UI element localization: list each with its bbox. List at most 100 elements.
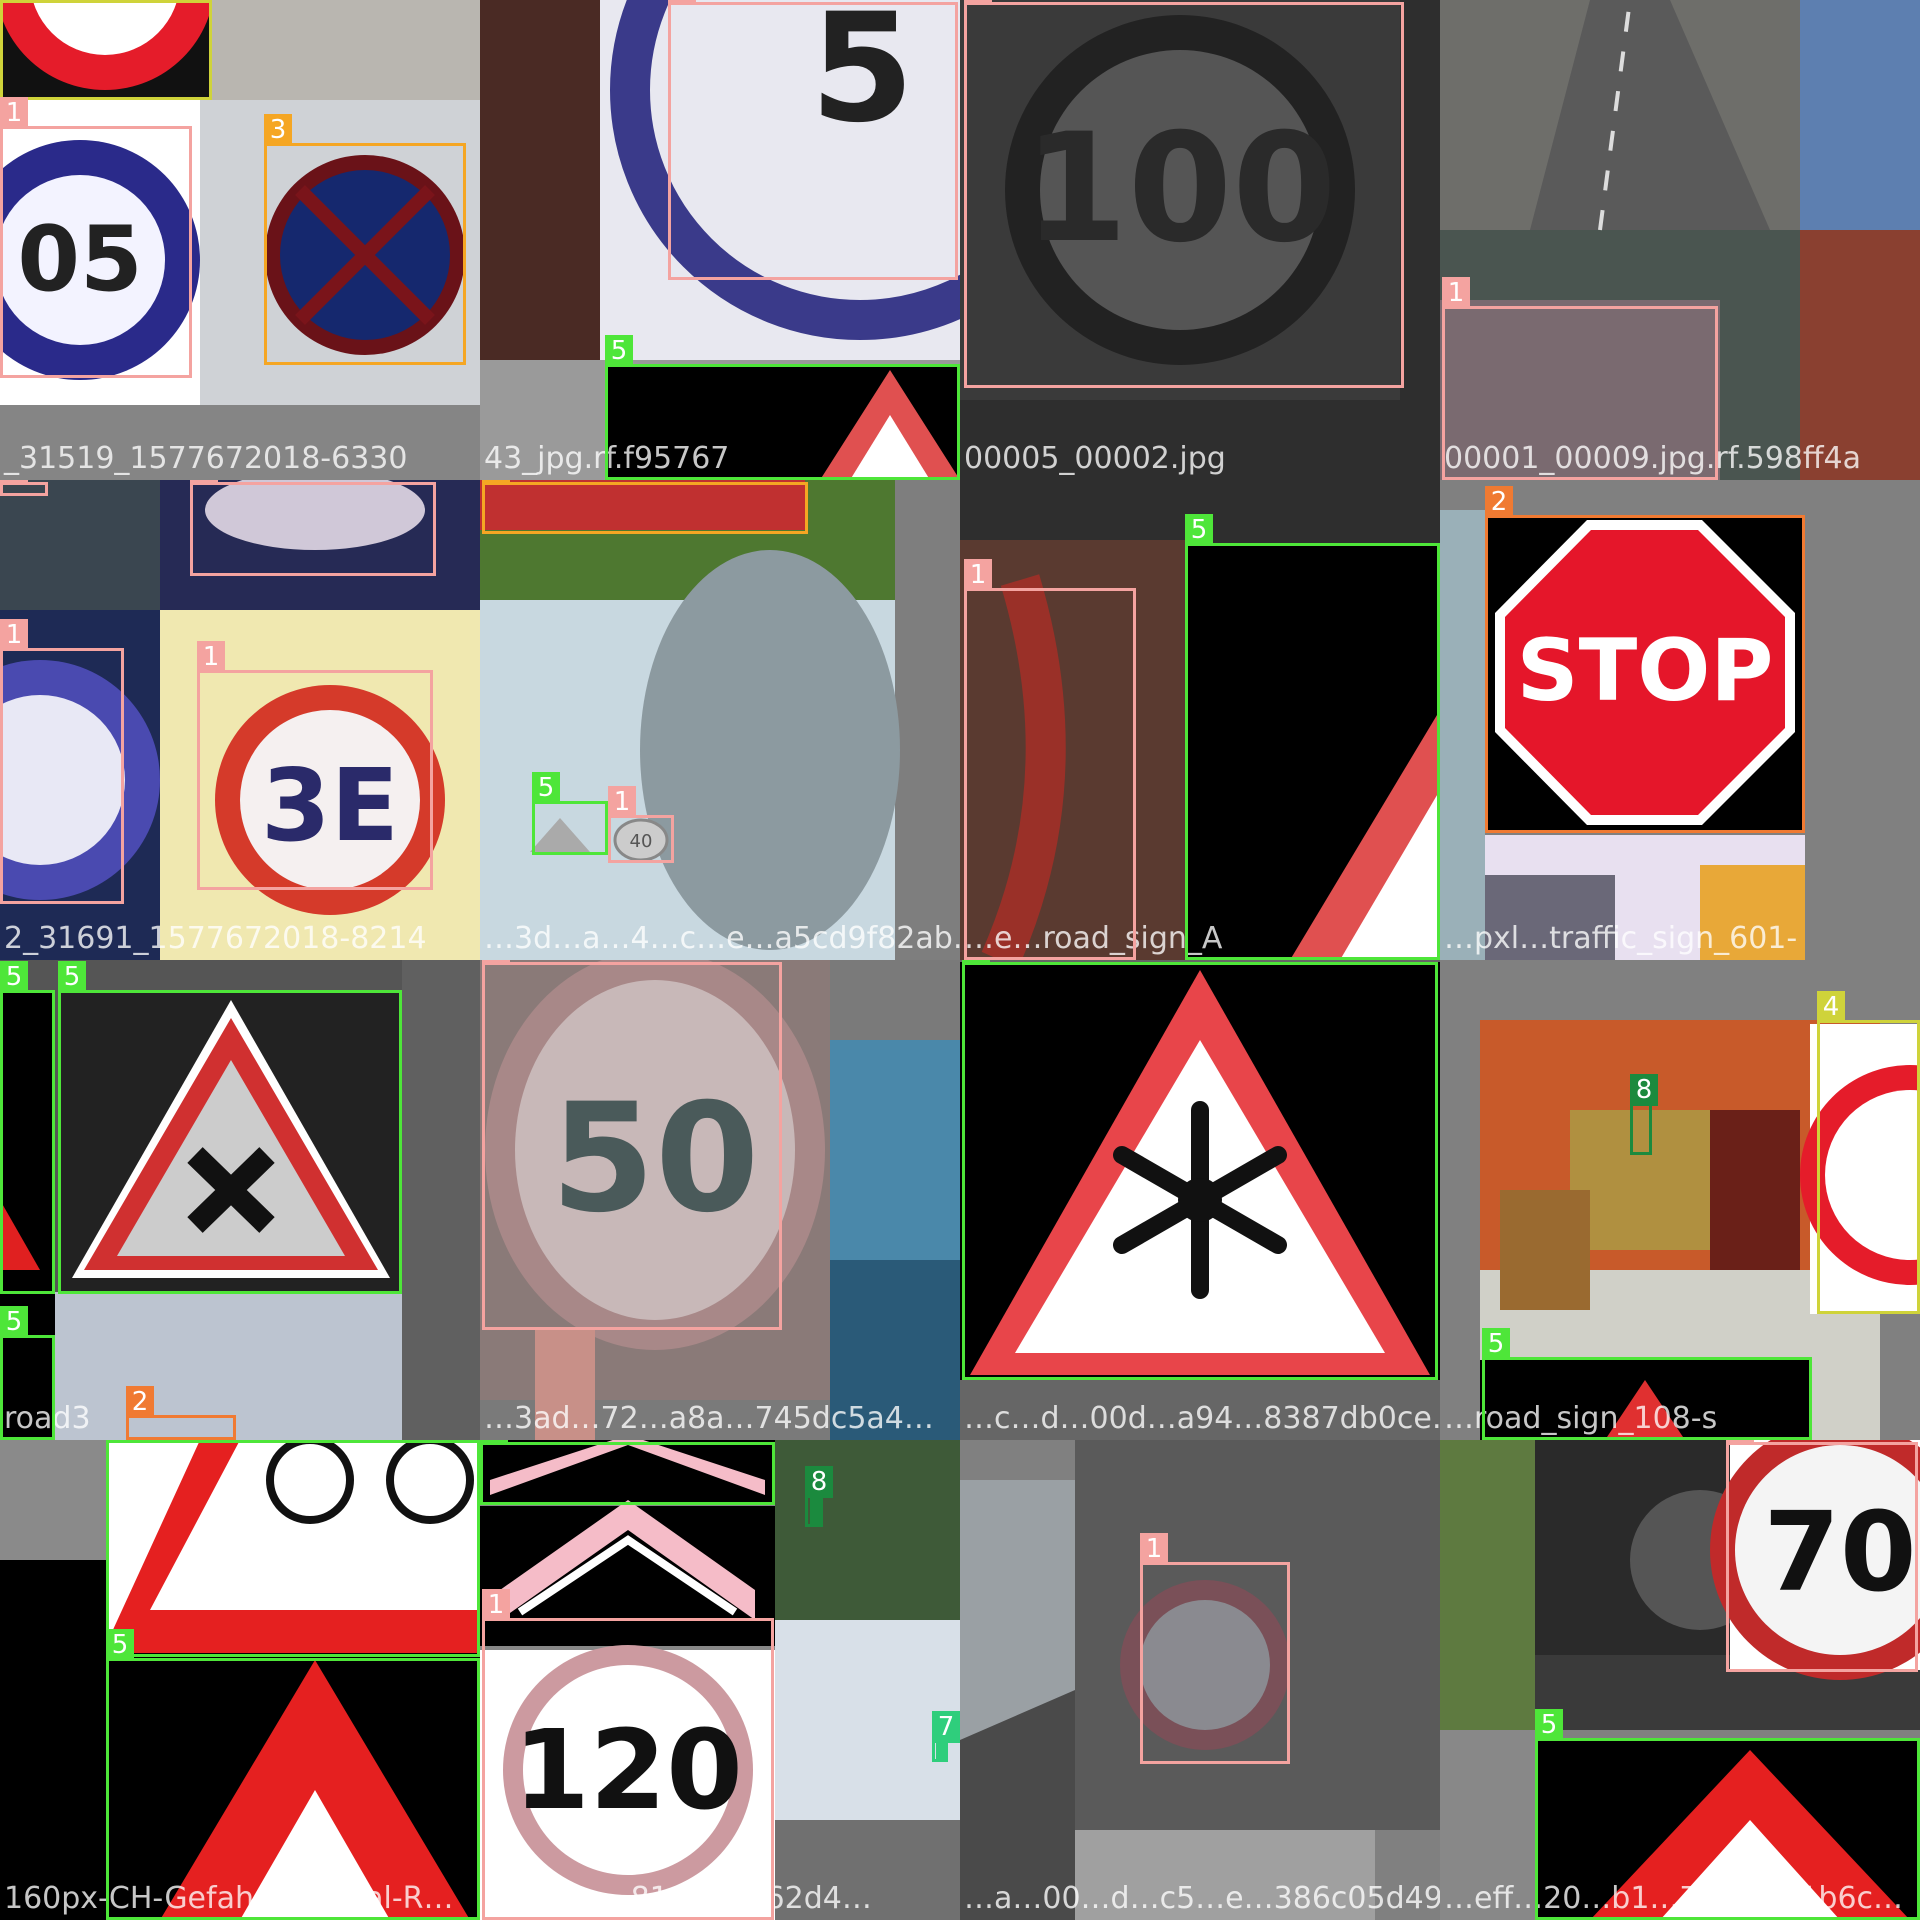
class-label: 5 <box>1482 1328 1510 1360</box>
file-name: …e…road_sign_A <box>964 921 1223 956</box>
file-name: …a…00…d…c5…e…386c05d49… <box>964 1881 1440 1916</box>
tile: 120 …d1…e…816fa4f762d4… 5 1 8 7 <box>480 1440 960 1920</box>
class-label: 5 <box>605 335 633 367</box>
detection-box: 5 <box>605 335 960 480</box>
class-label: 5 <box>58 961 86 993</box>
class-label: 5 <box>106 1629 134 1661</box>
file-name: …3ad…72…a8a…745dc5a4… <box>484 1401 934 1436</box>
detection-box: 5 <box>0 1306 55 1440</box>
detection-box: 5 <box>1185 514 1440 960</box>
class-label: 1 <box>190 480 218 485</box>
class-label: 5 <box>0 1306 28 1338</box>
detection-box: 1 <box>190 480 436 576</box>
class-label: 4 <box>1817 991 1845 1023</box>
class-label: 5 <box>480 1440 508 1445</box>
tile-image: 50 <box>480 960 960 1440</box>
tile-image: 05 <box>0 0 480 480</box>
detection-box: 1 <box>482 1589 774 1920</box>
tile: …c…d…00d…a94…8387db0ce… 5 <box>960 960 1440 1440</box>
tile: STOP …pxl…traffic_sign_601- 2 <box>1440 480 1920 960</box>
detection-box: 1 <box>964 559 1136 960</box>
svg-text:5: 5 <box>810 0 914 156</box>
detection-box: 2 <box>126 1386 236 1440</box>
class-label: 5 <box>1535 1709 1563 1741</box>
class-label: 1 <box>668 0 696 5</box>
detection-box: 5 <box>480 1440 775 1505</box>
detection-box: 1 <box>964 0 1404 388</box>
class-label: 1 <box>964 559 992 591</box>
tile-image: 5 <box>480 0 960 480</box>
svg-text:40: 40 <box>630 831 653 852</box>
file-name: …road_sign_108-s <box>1444 1401 1718 1436</box>
svg-text:120: 120 <box>513 1706 743 1834</box>
class-label: 5 <box>0 961 28 993</box>
tile: …e…road_sign_A 1 5 <box>960 480 1440 960</box>
tile-image <box>1440 960 1920 1440</box>
tile-image: 70 <box>1440 1440 1920 1920</box>
class-label: 1 <box>0 480 28 485</box>
svg-text:STOP: STOP <box>1517 621 1774 721</box>
detection-box: 4 <box>1817 991 1920 1314</box>
tile: 00001_00009.jpg.rf.598ff4a 1 <box>1440 0 1920 480</box>
class-label: 2 <box>126 1386 154 1418</box>
tile: 3E 2_31691_1577672018-8214 1 1 1 1 <box>0 480 480 960</box>
svg-text:50: 50 <box>551 1072 760 1246</box>
detection-box: 1 <box>668 0 958 280</box>
tile-image: STOP <box>1440 480 1920 960</box>
file-name: 160px-CH-Gefahrensignal-R… <box>4 1881 454 1916</box>
tile: 50 …3ad…72…a8a…745dc5a4… 1 <box>480 960 960 1440</box>
tile-image: 3E <box>0 480 480 960</box>
detection-box: 5 <box>1535 1709 1920 1920</box>
class-label: 1 <box>1140 1533 1168 1565</box>
file-name: …eff…20…b1…7…f…rf.1b6c… <box>1444 1881 1904 1916</box>
detection-box: 5 <box>962 960 1438 1380</box>
class-label: 1 <box>0 619 28 651</box>
detection-box: 1 <box>0 97 192 378</box>
class-label: 7 <box>932 1711 960 1743</box>
tile-image <box>1440 0 1920 480</box>
detection-box: 5 <box>106 1440 480 1657</box>
detection-box: 1 <box>1140 1533 1290 1764</box>
class-label: 4 <box>0 0 28 3</box>
class-label: 1 <box>1726 1440 1754 1445</box>
detection-box: 8 <box>1630 1074 1658 1155</box>
detection-box: 1 <box>1442 277 1718 480</box>
tile: …a…00…d…c5…e…386c05d49… 1 <box>960 1440 1440 1920</box>
detection-box: 1 <box>0 619 124 904</box>
svg-text:100: 100 <box>1023 102 1336 276</box>
tile: road3 5 5 5 2 <box>0 960 480 1440</box>
detection-box: 3 <box>482 480 808 534</box>
tile-image: 100 <box>960 0 1440 480</box>
file-name: 00005_00002.jpg <box>964 441 1226 476</box>
tile-image: 120 <box>480 1440 960 1920</box>
file-name: …3d…a…4…c…e…a5cd9f82ab… <box>484 921 960 956</box>
class-label: 1 <box>964 0 992 5</box>
class-label: 5 <box>1185 514 1213 546</box>
class-label: 1 <box>482 960 510 965</box>
detection-box: 5 <box>1482 1328 1812 1440</box>
file-name: …d1…e…816fa4f762d4… <box>484 1881 872 1916</box>
detection-box: 5 <box>532 772 608 855</box>
class-label: 1 <box>1442 277 1470 309</box>
class-label: 1 <box>197 641 225 673</box>
class-label: 3 <box>264 114 292 146</box>
file-name: 2_31691_1577672018-8214 <box>4 921 427 956</box>
tile: 70 …eff…20…b1…7…f…rf.1b6c… 1 5 <box>1440 1440 1920 1920</box>
svg-text:05: 05 <box>17 207 142 312</box>
detection-box: 8 <box>805 1466 833 1527</box>
detection-box: 1 <box>482 960 782 1330</box>
class-label: 5 <box>532 772 560 804</box>
tile-image <box>0 1440 480 1920</box>
detection-box: 1 <box>197 641 433 890</box>
class-label: 1 <box>0 97 28 129</box>
class-label: 8 <box>1630 1074 1658 1106</box>
file-name: 00001_00009.jpg.rf.598ff4a <box>1444 441 1862 476</box>
tile-image <box>960 1440 1440 1920</box>
detection-box: 1 <box>608 786 674 863</box>
file-name: road3 <box>4 1401 91 1436</box>
tile: …road_sign_108-s 4 8 5 <box>1440 960 1920 1440</box>
tile: 5 43_jpg.rf.f95767 1 5 <box>480 0 960 480</box>
class-label: 3 <box>482 480 510 485</box>
detection-box: 5 <box>58 961 402 1294</box>
